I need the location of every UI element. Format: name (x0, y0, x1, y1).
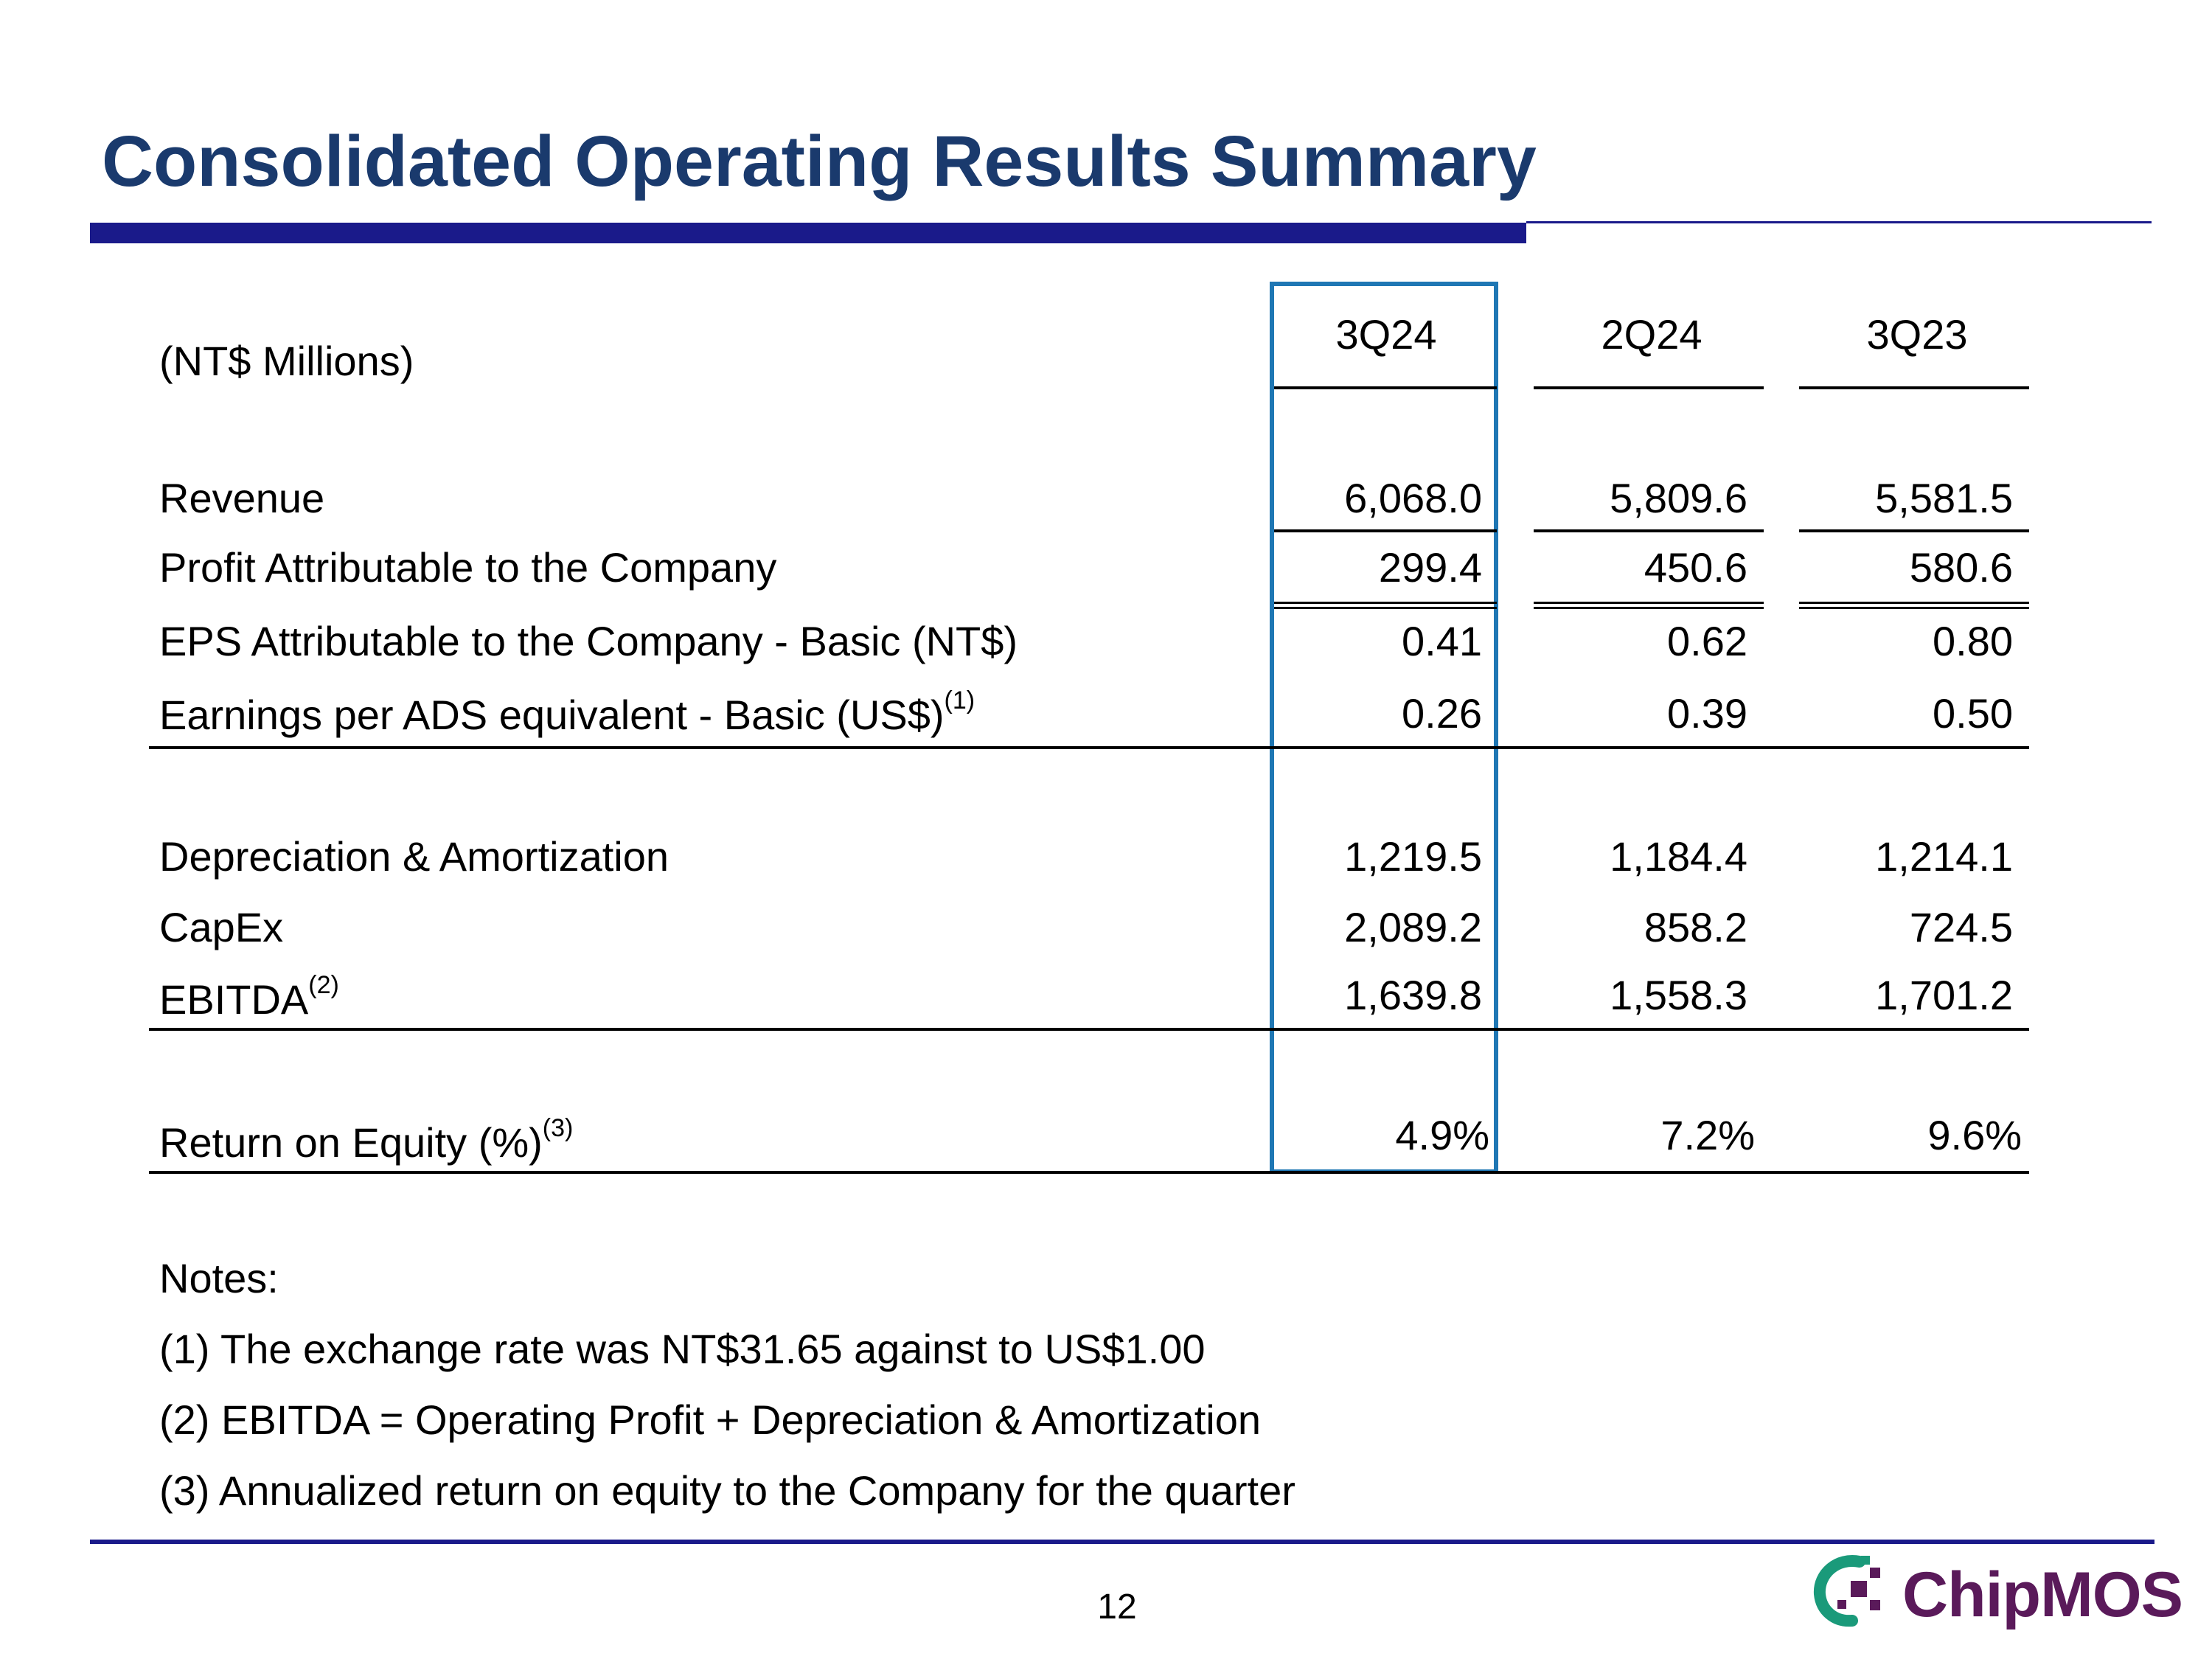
title-underline-rule (1526, 221, 2152, 223)
footnote-marker: (3) (542, 1114, 574, 1142)
note-item: (2) EBITDA = Operating Profit + Deprecia… (159, 1397, 1262, 1443)
table-cell: 4.9% (1395, 1112, 1489, 1158)
row-label-eps: EPS Attributable to the Company - Basic … (159, 618, 1018, 664)
table-cell: 1,701.2 (1875, 972, 2013, 1018)
table-cell: 1,639.8 (1344, 972, 1482, 1018)
table-cell: 5,581.5 (1875, 475, 2013, 521)
table-cell: 1,214.1 (1875, 833, 2013, 880)
table-cell: 7.2% (1660, 1112, 1755, 1158)
page-number: 12 (1097, 1587, 1137, 1627)
note-item: (3) Annualized return on equity to the C… (159, 1467, 1295, 1514)
table-cell: 1,219.5 (1344, 833, 1482, 880)
cell-double-underline (1799, 602, 2029, 609)
table-cell: 299.4 (1378, 544, 1482, 591)
unit-label: (NT$ Millions) (159, 338, 414, 384)
table-cell: 724.5 (1909, 904, 2013, 950)
cell-underline (1274, 529, 1497, 532)
table-cell: 0.26 (1402, 690, 1482, 737)
table-cell: 9.6% (1927, 1112, 2022, 1158)
title-underline-bar (90, 223, 1526, 243)
table-bottom-rule (149, 1171, 2029, 1174)
column-header-3q24: 3Q24 (1335, 311, 1437, 358)
table-cell: 580.6 (1909, 544, 2013, 591)
table-cell: 0.41 (1402, 618, 1482, 664)
row-label-revenue: Revenue (159, 475, 325, 521)
header-underline (1799, 386, 2029, 389)
footnote-marker: (1) (944, 686, 975, 714)
row-label-ads-earnings: Earnings per ADS equivalent - Basic (US$… (159, 686, 975, 738)
cell-underline (1799, 529, 2029, 532)
column-header-2q24: 2Q24 (1601, 311, 1703, 358)
note-item: (1) The exchange rate was NT$31.65 again… (159, 1326, 1206, 1372)
table-cell: 6,068.0 (1344, 475, 1482, 521)
section-divider (149, 746, 2029, 749)
brand-logo-text: ChipMOS (1902, 1559, 2183, 1630)
cell-underline (1534, 529, 1764, 532)
notes-heading: Notes: (159, 1255, 279, 1301)
row-label-capex: CapEx (159, 904, 284, 950)
table-cell: 0.80 (1933, 618, 2013, 664)
section-divider (149, 1028, 2029, 1031)
table-cell: 1,558.3 (1610, 972, 1747, 1018)
cell-double-underline (1534, 602, 1764, 609)
header-underline (1274, 386, 1497, 389)
row-label-ebitda: EBITDA(2) (159, 971, 339, 1023)
table-cell: 5,809.6 (1610, 475, 1747, 521)
row-label-roe: Return on Equity (%)(3) (159, 1114, 574, 1166)
chipmos-logo-mark-icon (1813, 1555, 1880, 1627)
page-title: Consolidated Operating Results Summary (102, 121, 1537, 201)
footer-rule (90, 1540, 2154, 1544)
row-label-profit: Profit Attributable to the Company (159, 544, 777, 591)
column-header-3q23: 3Q23 (1866, 311, 1968, 358)
footnote-marker: (2) (308, 971, 339, 999)
cell-double-underline (1274, 602, 1497, 609)
table-cell: 858.2 (1644, 904, 1747, 950)
row-label-depreciation: Depreciation & Amortization (159, 833, 669, 880)
table-cell: 2,089.2 (1344, 904, 1482, 950)
table-cell: 450.6 (1644, 544, 1747, 591)
table-cell: 0.62 (1667, 618, 1747, 664)
table-cell: 0.50 (1933, 690, 2013, 737)
table-cell: 1,184.4 (1610, 833, 1747, 880)
header-underline (1534, 386, 1764, 389)
table-cell: 0.39 (1667, 690, 1747, 737)
